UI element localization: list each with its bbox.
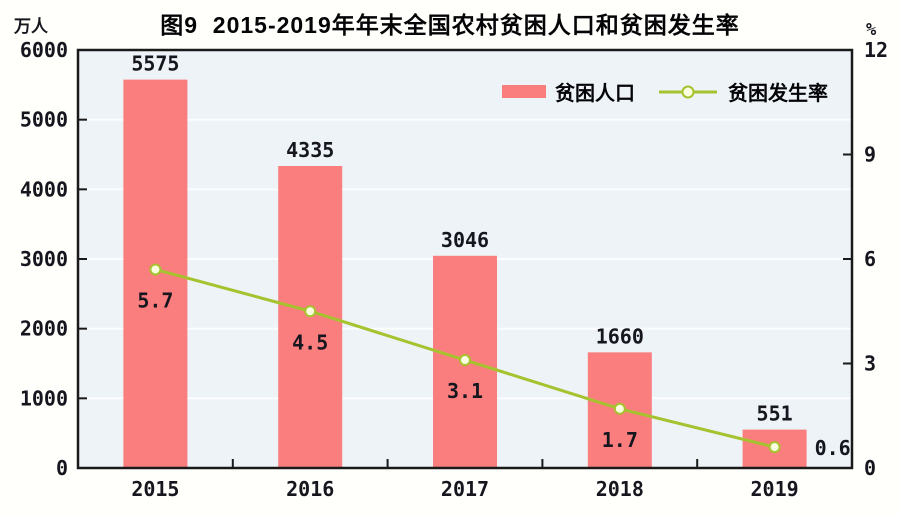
chart-title: 图9 2015-2019年年末全国农村贫困人口和贫困发生率 (160, 12, 740, 38)
x-axis-label-2015: 2015 (131, 477, 179, 501)
legend-item-poverty-population: 贫困人口 (502, 77, 635, 106)
legend-line-marker (681, 85, 695, 98)
bar-value-label: 5575 (131, 52, 179, 76)
left-axis-tick-label: 3000 (20, 247, 68, 271)
x-axis-label-2018: 2018 (596, 477, 644, 501)
bar-value-label: 4335 (286, 138, 334, 162)
legend-bar-label: 贫困人口 (555, 83, 635, 105)
x-axis-label-2016: 2016 (286, 477, 334, 501)
rate-value-label: 1.7 (602, 428, 638, 452)
x-axis-label-2017: 2017 (441, 477, 489, 501)
left-axis-tick-label: 4000 (20, 177, 68, 201)
bar-value-label: 551 (757, 402, 793, 426)
chart-legend: 贫困人口 贫困发生率 (502, 77, 828, 106)
left-axis-tick-label: 1000 (20, 386, 68, 410)
left-axis-tick-label: 0 (56, 456, 68, 480)
legend-line-label: 贫困发生率 (728, 83, 828, 105)
rate-value-label: 0.6 (815, 436, 851, 460)
right-axis-tick-label: 6 (864, 247, 876, 271)
rate-marker-2015 (149, 263, 162, 276)
left-axis-tick-label: 2000 (20, 317, 68, 341)
right-axis-tick-label: 9 (864, 143, 876, 167)
legend-line-marker-icon (659, 85, 717, 98)
right-axis-tick-label: 0 (864, 456, 876, 480)
right-axis-tick-label: 3 (864, 352, 876, 376)
legend-item-poverty-rate: 贫困发生率 (657, 77, 828, 106)
rate-marker-2019 (768, 441, 781, 454)
rate-value-label: 3.1 (447, 379, 483, 403)
right-axis-unit-label: % (866, 20, 877, 40)
left-axis-unit-label: 万人 (14, 17, 48, 37)
rate-marker-2016 (304, 305, 317, 318)
legend-bar-swatch (502, 85, 546, 98)
rate-marker-2018 (613, 402, 626, 415)
bar-value-label: 1660 (596, 324, 644, 348)
left-axis-tick-label: 6000 (20, 38, 68, 62)
left-axis-tick-label: 5000 (20, 108, 68, 132)
rate-value-label: 4.5 (292, 330, 328, 354)
x-axis-label-2019: 2019 (751, 477, 799, 501)
rate-marker-2017 (459, 354, 471, 367)
right-axis-tick-label: 12 (864, 38, 888, 62)
rate-value-label: 5.7 (137, 288, 173, 312)
bar-value-label: 3046 (441, 228, 489, 252)
